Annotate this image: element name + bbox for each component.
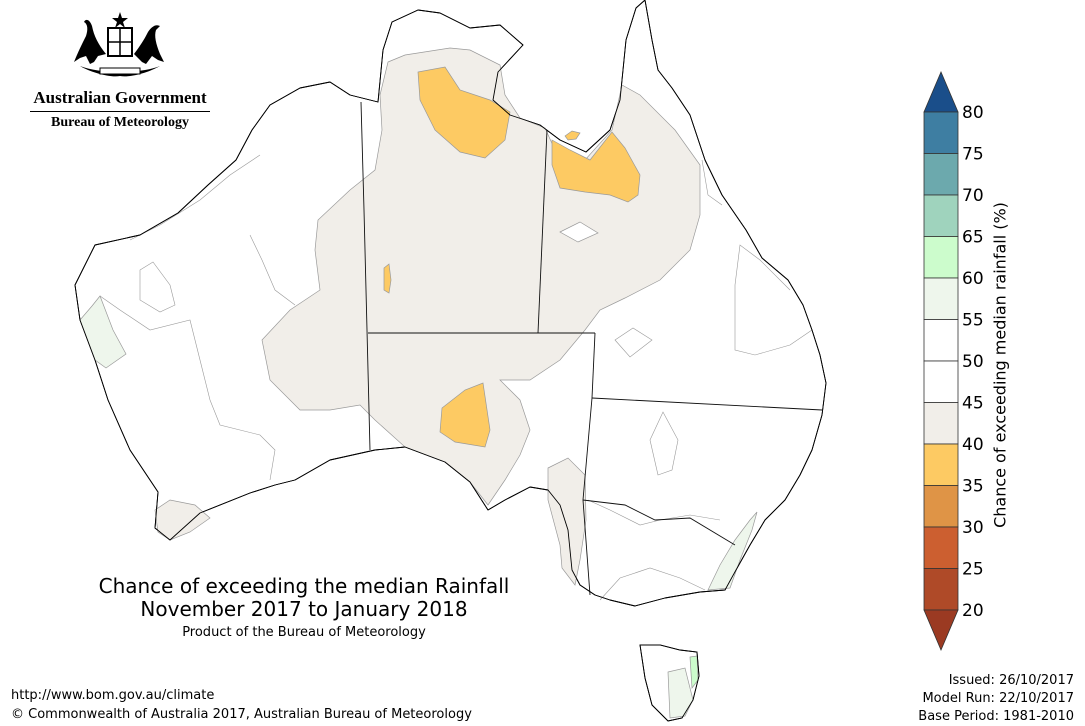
logo-divider [30, 111, 210, 112]
colorbar-over-arrow [923, 70, 959, 113]
contour-55-60-tasmania [667, 667, 694, 719]
colorbar-band [923, 360, 959, 403]
colorbar-band [923, 319, 959, 362]
colorbar-tick-label: 45 [962, 394, 984, 414]
model-run-date: Model Run: 22/10/2017 [922, 691, 1074, 706]
contour-35-40-gulf [551, 131, 641, 203]
colorbar-tick-label: 80 [962, 103, 984, 123]
australian-coat-of-arms-icon [74, 12, 164, 77]
colorbar-title: Chance of exceeding median rainfall (%) [990, 202, 1010, 528]
colorbar-band [923, 402, 959, 445]
contour-lines [99, 154, 813, 601]
colorbar-band [923, 443, 959, 486]
colorbar: 20 25 30 35 40 45 50 55 60 65 70 75 80 [923, 70, 984, 652]
colorbar-tick-label: 20 [962, 601, 984, 621]
contour-hole-qld [559, 221, 599, 243]
map-title-block: Chance of exceeding the median Rainfall … [60, 574, 548, 641]
base-period: Base Period: 1981-2010 [918, 709, 1074, 724]
colorbar-band [923, 277, 959, 320]
colorbar-band [923, 153, 959, 196]
contour-35-40-central [439, 382, 491, 448]
colorbar-tick-label: 25 [962, 560, 984, 580]
bom-url-link[interactable]: http://www.bom.gov.au/climate [11, 688, 215, 703]
colorbar-band [923, 568, 959, 611]
bom-logo: Australian Government Bureau of Meteorol… [20, 10, 220, 131]
colorbar-band [923, 194, 959, 237]
copyright-notice: © Commonwealth of Australia 2017, Austra… [11, 707, 472, 722]
colorbar-tick-label: 55 [962, 311, 984, 331]
tasmania-coastline [639, 644, 700, 722]
contour-35-40-top-end [417, 66, 511, 159]
colorbar-tick-label: 65 [962, 228, 984, 248]
contour-40-45-southwest [154, 499, 211, 541]
colorbar-band [923, 111, 959, 154]
contour-35-40-central-small [383, 263, 392, 294]
colorbar-tick-label: 30 [962, 518, 984, 538]
contour-40-45-south-australia [547, 457, 587, 586]
colorbar-tick-label: 35 [962, 477, 984, 497]
colorbar-tick-label: 70 [962, 186, 984, 206]
contour-55-60-east [707, 511, 758, 591]
colorbar-band [923, 236, 959, 279]
probability-contours [79, 47, 758, 719]
colorbar-tick-label: 75 [962, 145, 984, 165]
state-borders [360, 101, 823, 596]
map-title: Chance of exceeding the median Rainfall [98, 574, 510, 598]
colorbar-tick-label: 40 [962, 435, 984, 455]
colorbar-band [923, 485, 959, 528]
issued-date: Issued: 26/10/2017 [948, 673, 1074, 688]
map-period: November 2017 to January 2018 [140, 597, 468, 621]
colorbar-under-arrow [923, 609, 959, 652]
colorbar-band [923, 526, 959, 569]
bureau-name: Bureau of Meteorology [51, 115, 189, 130]
issue-metadata: Issued: 26/10/2017 Model Run: 22/10/2017… [918, 672, 1074, 726]
government-name: Australian Government [33, 88, 207, 107]
contour-35-40-island [564, 130, 581, 141]
colorbar-tick-label: 60 [962, 269, 984, 289]
colorbar-tick-label: 50 [962, 352, 984, 372]
map-subtitle: Product of the Bureau of Meteorology [182, 625, 426, 640]
mainland-coastline [74, 0, 827, 607]
